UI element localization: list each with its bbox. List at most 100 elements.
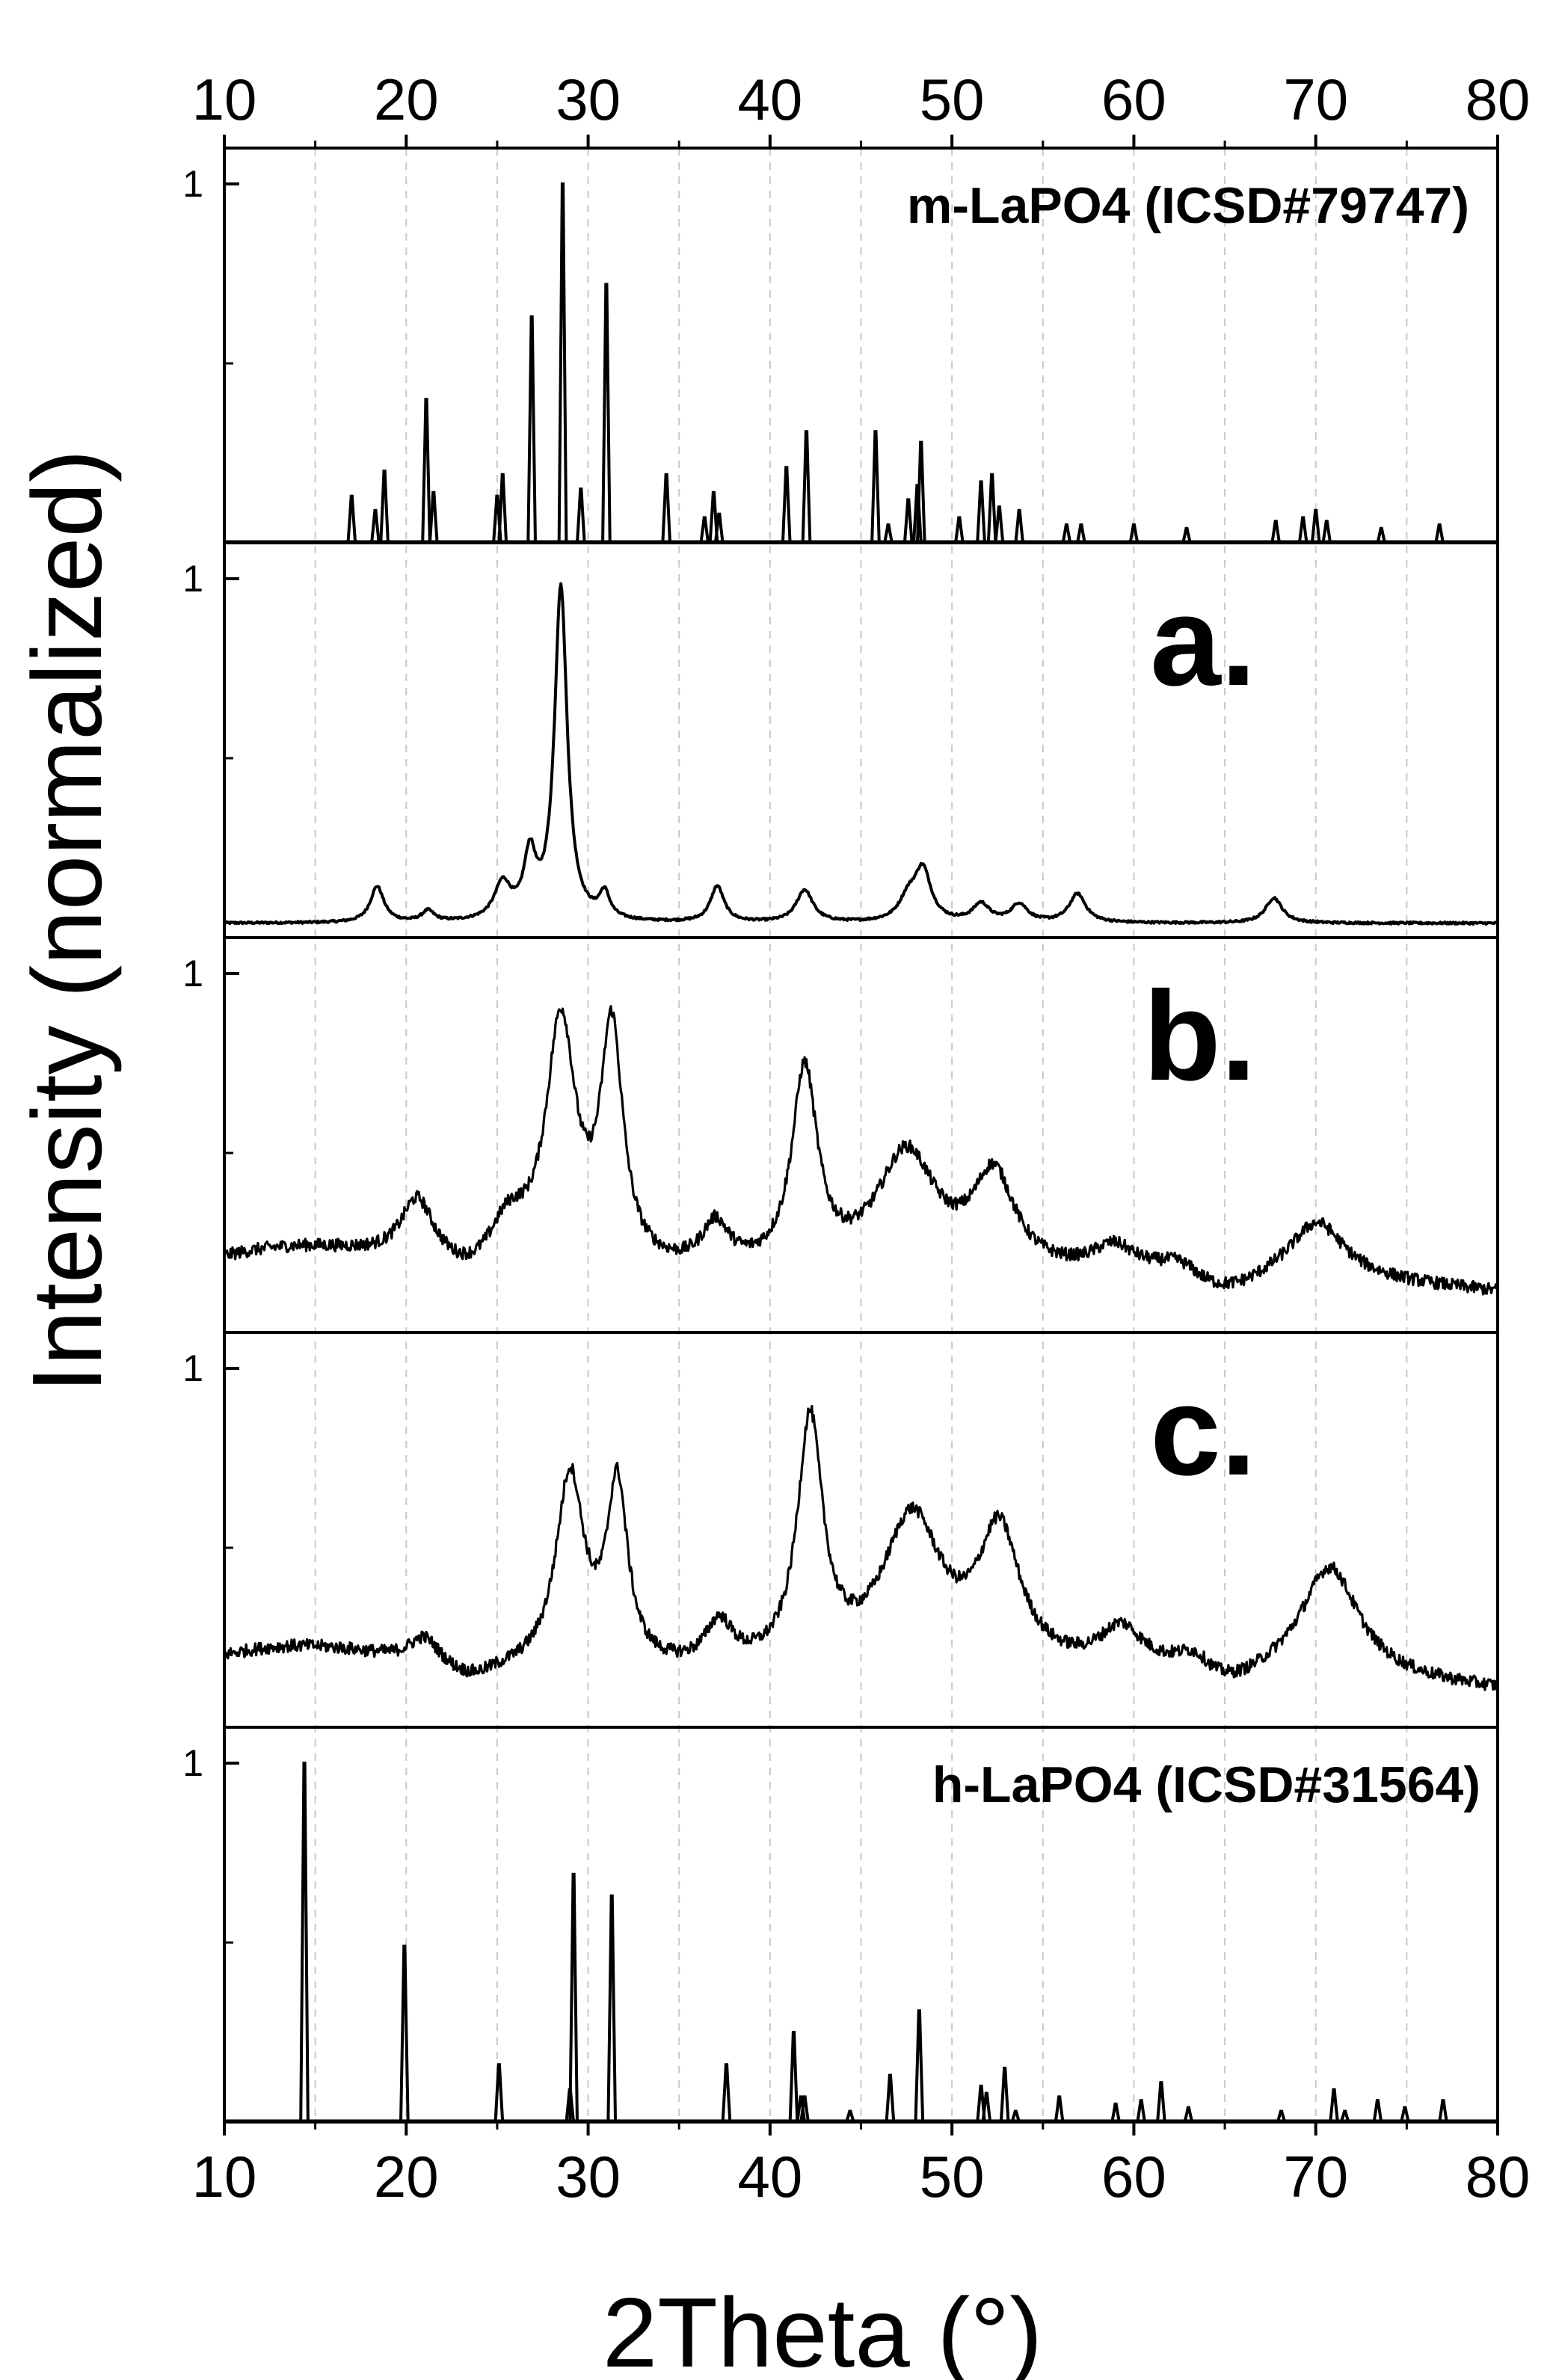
peak-stick — [526, 315, 537, 544]
x-tick-label-bottom: 80 — [1466, 2144, 1531, 2210]
peak-stick — [999, 2067, 1010, 2123]
series-c — [223, 1404, 1499, 1691]
peak-stick — [1181, 526, 1192, 544]
x-tick-label-top: 60 — [1101, 67, 1166, 132]
x-tick-label-bottom: 60 — [1101, 2144, 1166, 2210]
peak-stick — [576, 488, 586, 544]
x-tick-label-top: 70 — [1283, 67, 1348, 132]
y-tick-label: 1 — [182, 163, 203, 205]
profile-line — [223, 1404, 1499, 1691]
peak-stick — [1297, 516, 1308, 544]
peak-stick — [601, 283, 612, 544]
peak-stick — [1136, 2099, 1146, 2123]
x-tick-label-bottom: 10 — [192, 2144, 257, 2210]
panel-label-b: b. — [1143, 965, 1256, 1107]
peak-stick — [788, 2031, 799, 2123]
peak-stick — [379, 470, 390, 544]
peak-stick — [781, 466, 792, 544]
profile-line — [223, 582, 1498, 926]
x-tick-label-top: 40 — [737, 67, 802, 132]
x-tick-label-bottom: 30 — [556, 2144, 621, 2210]
peak-stick — [568, 1872, 579, 2123]
panel-label-c: c. — [1150, 1360, 1256, 1502]
peak-stick — [845, 2109, 855, 2123]
peak-stick — [914, 2009, 925, 2123]
x-tick-label-top: 10 — [192, 67, 257, 132]
peak-stick — [606, 1894, 618, 2123]
x-tick-label-top: 80 — [1466, 67, 1531, 132]
peak-stick — [1376, 526, 1387, 544]
x-tick-label-bottom: 50 — [920, 2144, 985, 2210]
x-tick-label-bottom: 20 — [374, 2144, 439, 2210]
peak-stick — [1434, 523, 1445, 544]
x-axis-title: 2Theta (°) — [603, 2278, 1042, 2380]
x-tick-label-top: 50 — [920, 67, 985, 132]
peak-stick — [1438, 2099, 1448, 2123]
peak-stick — [870, 430, 881, 544]
x-tick-label-top: 20 — [374, 67, 439, 132]
peak-stick — [661, 473, 672, 544]
peak-stick — [885, 2073, 896, 2123]
panel-label-m-ref: m-LaPO4 (ICSD#79747) — [907, 177, 1469, 234]
peak-stick — [1156, 2081, 1166, 2123]
peak-stick — [981, 2091, 992, 2123]
axes-frame — [223, 135, 1499, 2135]
peak-stick — [883, 523, 894, 544]
peak-stick — [801, 430, 812, 544]
gridlines — [314, 148, 1408, 2122]
peak-stick — [1183, 2106, 1194, 2123]
peak-stick — [915, 440, 926, 544]
peak-stick — [713, 512, 725, 544]
peak-stick — [1276, 2109, 1287, 2123]
peak-stick — [1270, 520, 1282, 544]
tick-labels: 10 10 20 20 30 30 40 40 50 50 60 60 70 70 80 80 1 1 1 1 1 — [182, 67, 1530, 2210]
profile-line — [223, 1005, 1499, 1296]
peak-stick — [428, 491, 439, 544]
peak-stick — [1128, 523, 1140, 544]
peak-stick — [1400, 2106, 1410, 2123]
peak-stick — [799, 2095, 810, 2123]
peak-stick — [1010, 2109, 1021, 2123]
series-a — [223, 582, 1498, 926]
peak-stick — [986, 473, 997, 544]
peak-stick — [1061, 523, 1072, 544]
peak-stick — [1329, 2088, 1339, 2123]
peak-stick — [1014, 508, 1024, 544]
peak-stick — [699, 516, 710, 544]
peak-stick — [299, 1762, 310, 2123]
peak-stick — [902, 498, 914, 544]
y-axis-title: Intensity (normalized) — [12, 449, 122, 1393]
peak-stick — [721, 2063, 732, 2123]
peak-stick — [493, 2063, 505, 2123]
peak-stick — [1076, 523, 1086, 544]
series-b — [223, 1005, 1499, 1296]
panel-labels: m-LaPO4 (ICSD#79747) a. b. c. h-LaPO4 (ICSD#… — [907, 177, 1480, 1813]
panel-label-h-ref: h-LaPO4 (ICSD#31564) — [932, 1756, 1480, 1813]
peak-stick — [976, 2085, 986, 2123]
peak-stick — [1310, 508, 1321, 544]
peak-stick — [346, 494, 357, 544]
peak-stick — [1339, 2109, 1350, 2123]
panel-label-a: a. — [1150, 571, 1256, 713]
peak-stick — [994, 505, 1005, 544]
peak-stick — [1372, 2099, 1383, 2123]
peak-stick — [421, 398, 431, 544]
peak-stick — [708, 491, 719, 544]
peak-stick — [1110, 2103, 1121, 2123]
peak-stick — [497, 473, 508, 544]
y-tick-label: 1 — [182, 558, 203, 600]
x-tick-label-bottom: 40 — [737, 2144, 802, 2210]
x-tick-label-top: 30 — [556, 67, 621, 132]
peak-stick — [399, 1944, 410, 2123]
peak-stick — [976, 480, 986, 544]
peak-stick — [557, 182, 568, 544]
y-tick-label: 1 — [182, 1347, 203, 1389]
peak-stick — [370, 508, 381, 544]
peak-stick — [954, 516, 965, 544]
y-tick-label: 1 — [182, 953, 203, 994]
peak-stick — [1054, 2095, 1065, 2123]
y-tick-label: 1 — [182, 1742, 203, 1784]
peak-stick — [1321, 520, 1332, 544]
x-tick-label-bottom: 70 — [1283, 2144, 1348, 2210]
